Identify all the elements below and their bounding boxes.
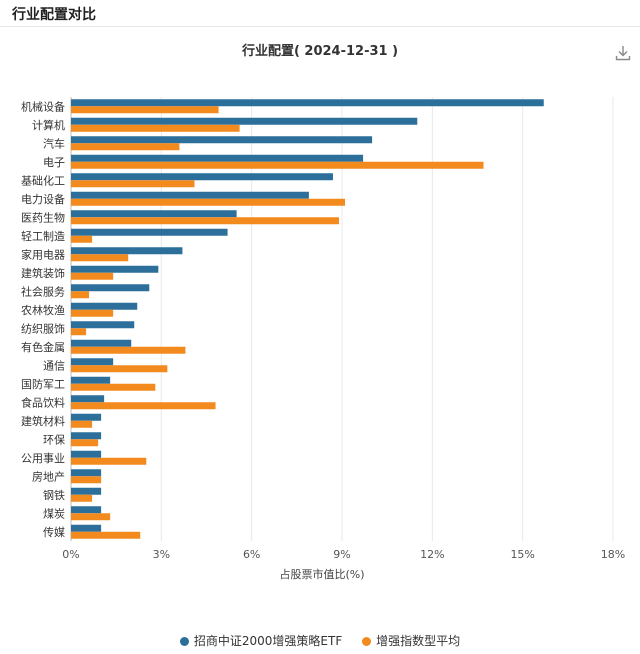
legend-item-series-1[interactable]: 招商中证2000增强策略ETF [179,632,343,649]
category-label: 环保 [43,432,65,446]
bar-series-2 [71,124,240,132]
x-tick-label: 15% [510,548,534,561]
bar-series-1 [71,432,102,440]
category-label: 传媒 [43,526,65,539]
bar-series-2 [71,439,99,447]
category-label: 电力设备 [21,192,65,206]
category-label: 公用事业 [21,452,65,465]
bar-series-2 [71,365,168,373]
bar-series-1 [71,376,111,384]
bar-series-2 [71,161,484,169]
bar-series-2 [71,272,114,280]
bar-series-1 [71,339,132,347]
x-tick-label: 0% [62,548,79,561]
bar-series-2 [71,346,186,354]
legend-swatch-series-2 [362,637,372,646]
category-label: 建筑装饰 [21,266,65,280]
bar-series-2 [71,457,147,465]
bar-series-2 [71,291,90,299]
category-label: 食品饮料 [21,395,65,409]
bar-series-2 [71,254,129,262]
category-label: 煤炭 [43,507,65,520]
bar-series-2 [71,198,346,206]
bar-series-1 [71,321,135,329]
category-label: 机械设备 [21,99,65,113]
bar-series-1 [71,210,237,218]
x-axis-label: 占股票市值比(%) [279,567,364,581]
bar-series-1 [71,302,138,310]
legend-label-series-1: 招商中证2000增强策略ETF [193,634,343,648]
bar-series-1 [71,395,105,403]
bar-series-1 [71,469,102,477]
bar-series-2 [71,143,180,151]
x-tick-label: 3% [153,548,170,561]
bar-series-2 [71,402,216,410]
page-title: 行业配置对比 [12,7,96,23]
legend-item-series-2[interactable]: 增强指数型平均 [362,632,460,649]
category-label: 有色金属 [21,340,65,354]
category-label: 通信 [43,359,65,372]
x-tick-label: 6% [243,548,260,561]
bar-series-2 [71,383,156,391]
bar-series-2 [71,328,87,336]
bar-series-1 [71,136,373,144]
bar-series-1 [71,413,102,421]
page-header: 行业配置对比 [0,0,640,27]
bar-series-2 [71,235,93,243]
chart-title: 行业配置( 2024-12-31 ) [241,44,399,59]
bar-series-1 [71,173,333,181]
legend-label-series-2: 增强指数型平均 [376,634,461,648]
category-label: 钢铁 [43,489,65,502]
bar-series-1 [71,506,102,514]
bar-series-1 [71,487,102,495]
bar-series-1 [71,154,364,162]
category-label: 汽车 [43,136,65,150]
bar-series-1 [71,450,102,458]
bar-series-2 [71,476,102,484]
category-label: 纺织服饰 [21,321,65,335]
bar-series-1 [71,228,228,236]
bar-series-1 [71,265,159,273]
x-tick-label: 12% [420,548,444,561]
category-label: 建筑材料 [21,414,65,428]
bar-series-2 [71,513,111,521]
bar-series-2 [71,494,93,502]
bar-series-1 [71,117,418,125]
category-label: 医药生物 [21,210,65,224]
legend: 招商中证2000增强策略ETF 增强指数型平均 [0,632,640,649]
category-label: 电子 [43,156,65,169]
bar-series-1 [71,524,102,532]
bar-series-1 [71,191,309,199]
x-tick-label: 18% [601,548,625,561]
x-tick-label: 9% [333,548,350,561]
category-label: 房地产 [32,469,65,483]
category-label: 社会服务 [21,284,65,298]
bar-series-1 [71,358,114,366]
bar-series-1 [71,284,150,292]
bar-series-2 [71,420,93,428]
category-label: 家用电器 [21,247,65,261]
category-label: 轻工制造 [21,229,65,243]
legend-swatch-series-1 [179,637,189,646]
bar-series-2 [71,106,219,114]
bar-series-2 [71,531,141,539]
download-icon[interactable] [614,44,632,62]
category-label: 国防军工 [21,377,65,391]
category-label: 基础化工 [21,173,65,187]
category-label: 农林牧渔 [21,303,65,317]
bar-series-1 [71,99,544,107]
category-label: 计算机 [32,118,65,132]
bar-series-1 [71,247,183,255]
bar-series-2 [71,309,114,317]
bar-series-2 [71,180,195,188]
bar-series-2 [71,217,339,225]
